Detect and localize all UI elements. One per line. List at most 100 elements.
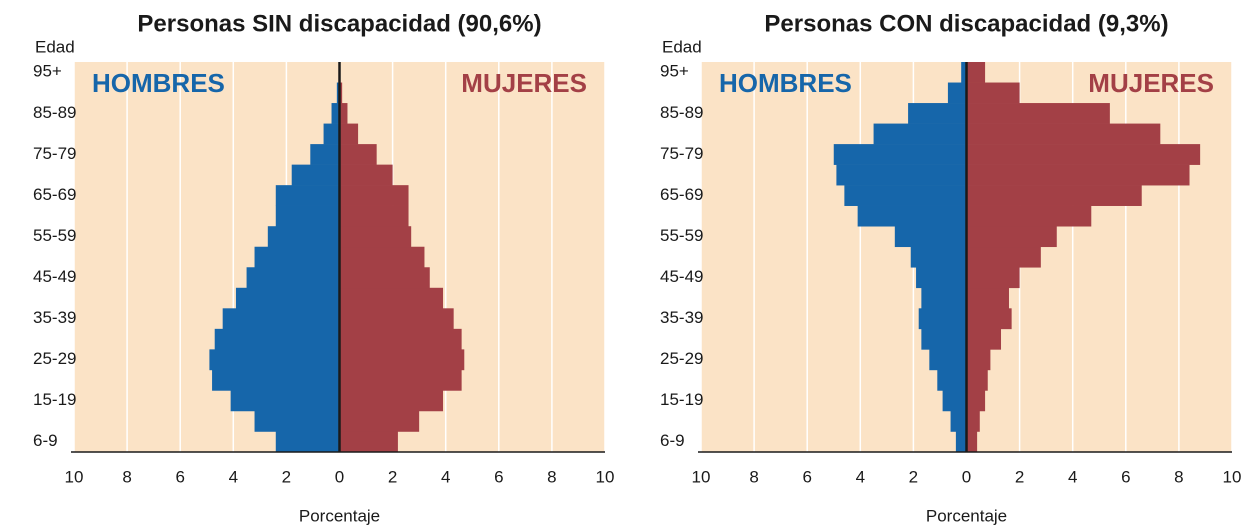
bar: [947, 82, 967, 104]
bar: [339, 287, 444, 309]
bar: [894, 226, 967, 248]
bar: [336, 82, 340, 104]
chart-title: Personas CON discapacidad (9,3%): [764, 10, 1168, 37]
bar: [230, 390, 340, 412]
bar: [275, 185, 340, 206]
x-tick-label: 8: [1174, 467, 1183, 486]
bar: [339, 123, 359, 145]
bar: [339, 349, 465, 371]
bar: [937, 369, 967, 391]
y-tick-label: 25-29: [33, 349, 76, 368]
bar: [222, 308, 340, 330]
bar: [966, 431, 978, 453]
bar: [950, 410, 967, 432]
bar: [339, 103, 348, 124]
y-tick-label: 6-9: [660, 431, 685, 450]
y-tick-label: 75-79: [660, 144, 703, 163]
bar: [966, 308, 1012, 330]
bar: [275, 205, 340, 227]
legend-label: MUJERES: [461, 68, 587, 98]
bar: [275, 431, 340, 453]
y-tick-label: 55-59: [660, 226, 703, 245]
bar: [339, 369, 462, 391]
bar: [955, 431, 967, 453]
bar: [942, 390, 967, 412]
x-tick-label: 10: [1223, 467, 1242, 486]
bar: [961, 62, 967, 83]
x-tick-label: 4: [441, 467, 450, 486]
bar: [339, 431, 398, 453]
bar: [209, 349, 340, 371]
x-tick-label: 8: [749, 467, 758, 486]
bar: [966, 246, 1041, 268]
bar: [966, 390, 986, 412]
x-tick-label: 0: [335, 467, 344, 486]
bar: [212, 369, 340, 391]
bar: [921, 328, 967, 350]
y-axis-label: Edad: [662, 37, 702, 56]
bar: [966, 349, 991, 371]
bar: [844, 185, 967, 206]
x-axis-label: Porcentaje: [299, 506, 380, 525]
y-tick-label: 45-49: [660, 267, 703, 286]
bar: [339, 308, 454, 330]
bar: [310, 144, 340, 165]
y-tick-label: 15-19: [33, 390, 76, 409]
y-tick-label: 85-89: [660, 103, 703, 122]
y-tick-label: 85-89: [33, 103, 76, 122]
bar: [916, 267, 967, 289]
x-tick-label: 0: [962, 467, 971, 486]
x-tick-label: 10: [65, 467, 84, 486]
legend-label: HOMBRES: [719, 68, 852, 98]
bar: [857, 205, 967, 227]
bar: [929, 349, 967, 371]
bar: [966, 410, 980, 432]
x-axis-label: Porcentaje: [926, 506, 1007, 525]
x-tick-label: 8: [547, 467, 556, 486]
chart-title: Personas SIN discapacidad (90,6%): [137, 10, 541, 37]
bar: [339, 164, 393, 186]
x-tick-label: 6: [494, 467, 503, 486]
bar: [339, 185, 409, 206]
y-tick-label: 55-59: [33, 226, 76, 245]
y-tick-label: 35-39: [33, 308, 76, 327]
bar: [910, 246, 967, 268]
bar: [966, 144, 1201, 165]
y-tick-label: 95+: [660, 62, 689, 81]
x-tick-label: 2: [1015, 467, 1024, 486]
x-tick-label: 2: [909, 467, 918, 486]
x-tick-label: 10: [596, 467, 615, 486]
bar: [966, 205, 1092, 227]
x-tick-label: 4: [1068, 467, 1077, 486]
x-tick-label: 6: [1121, 467, 1130, 486]
bar: [921, 287, 967, 309]
bar: [214, 328, 340, 350]
x-tick-label: 2: [388, 467, 397, 486]
x-tick-label: 6: [175, 467, 184, 486]
bar: [339, 328, 462, 350]
bar: [339, 390, 444, 412]
bar: [331, 103, 340, 124]
bar: [254, 410, 340, 432]
y-tick-label: 15-19: [660, 390, 703, 409]
bar: [339, 267, 430, 289]
bar: [339, 144, 377, 165]
bar: [235, 287, 340, 309]
x-tick-label: 4: [856, 467, 865, 486]
y-tick-label: 25-29: [660, 349, 703, 368]
bar: [246, 267, 340, 289]
y-tick-label: 6-9: [33, 431, 58, 450]
bar: [833, 144, 967, 165]
x-tick-label: 10: [692, 467, 711, 486]
y-tick-label: 45-49: [33, 267, 76, 286]
bar: [908, 103, 967, 124]
bar: [966, 185, 1142, 206]
bar: [966, 103, 1110, 124]
bar: [966, 328, 1002, 350]
bar: [291, 164, 340, 186]
x-tick-label: 4: [229, 467, 238, 486]
y-tick-label: 65-69: [660, 185, 703, 204]
legend-label: HOMBRES: [92, 68, 225, 98]
x-tick-label: 8: [122, 467, 131, 486]
